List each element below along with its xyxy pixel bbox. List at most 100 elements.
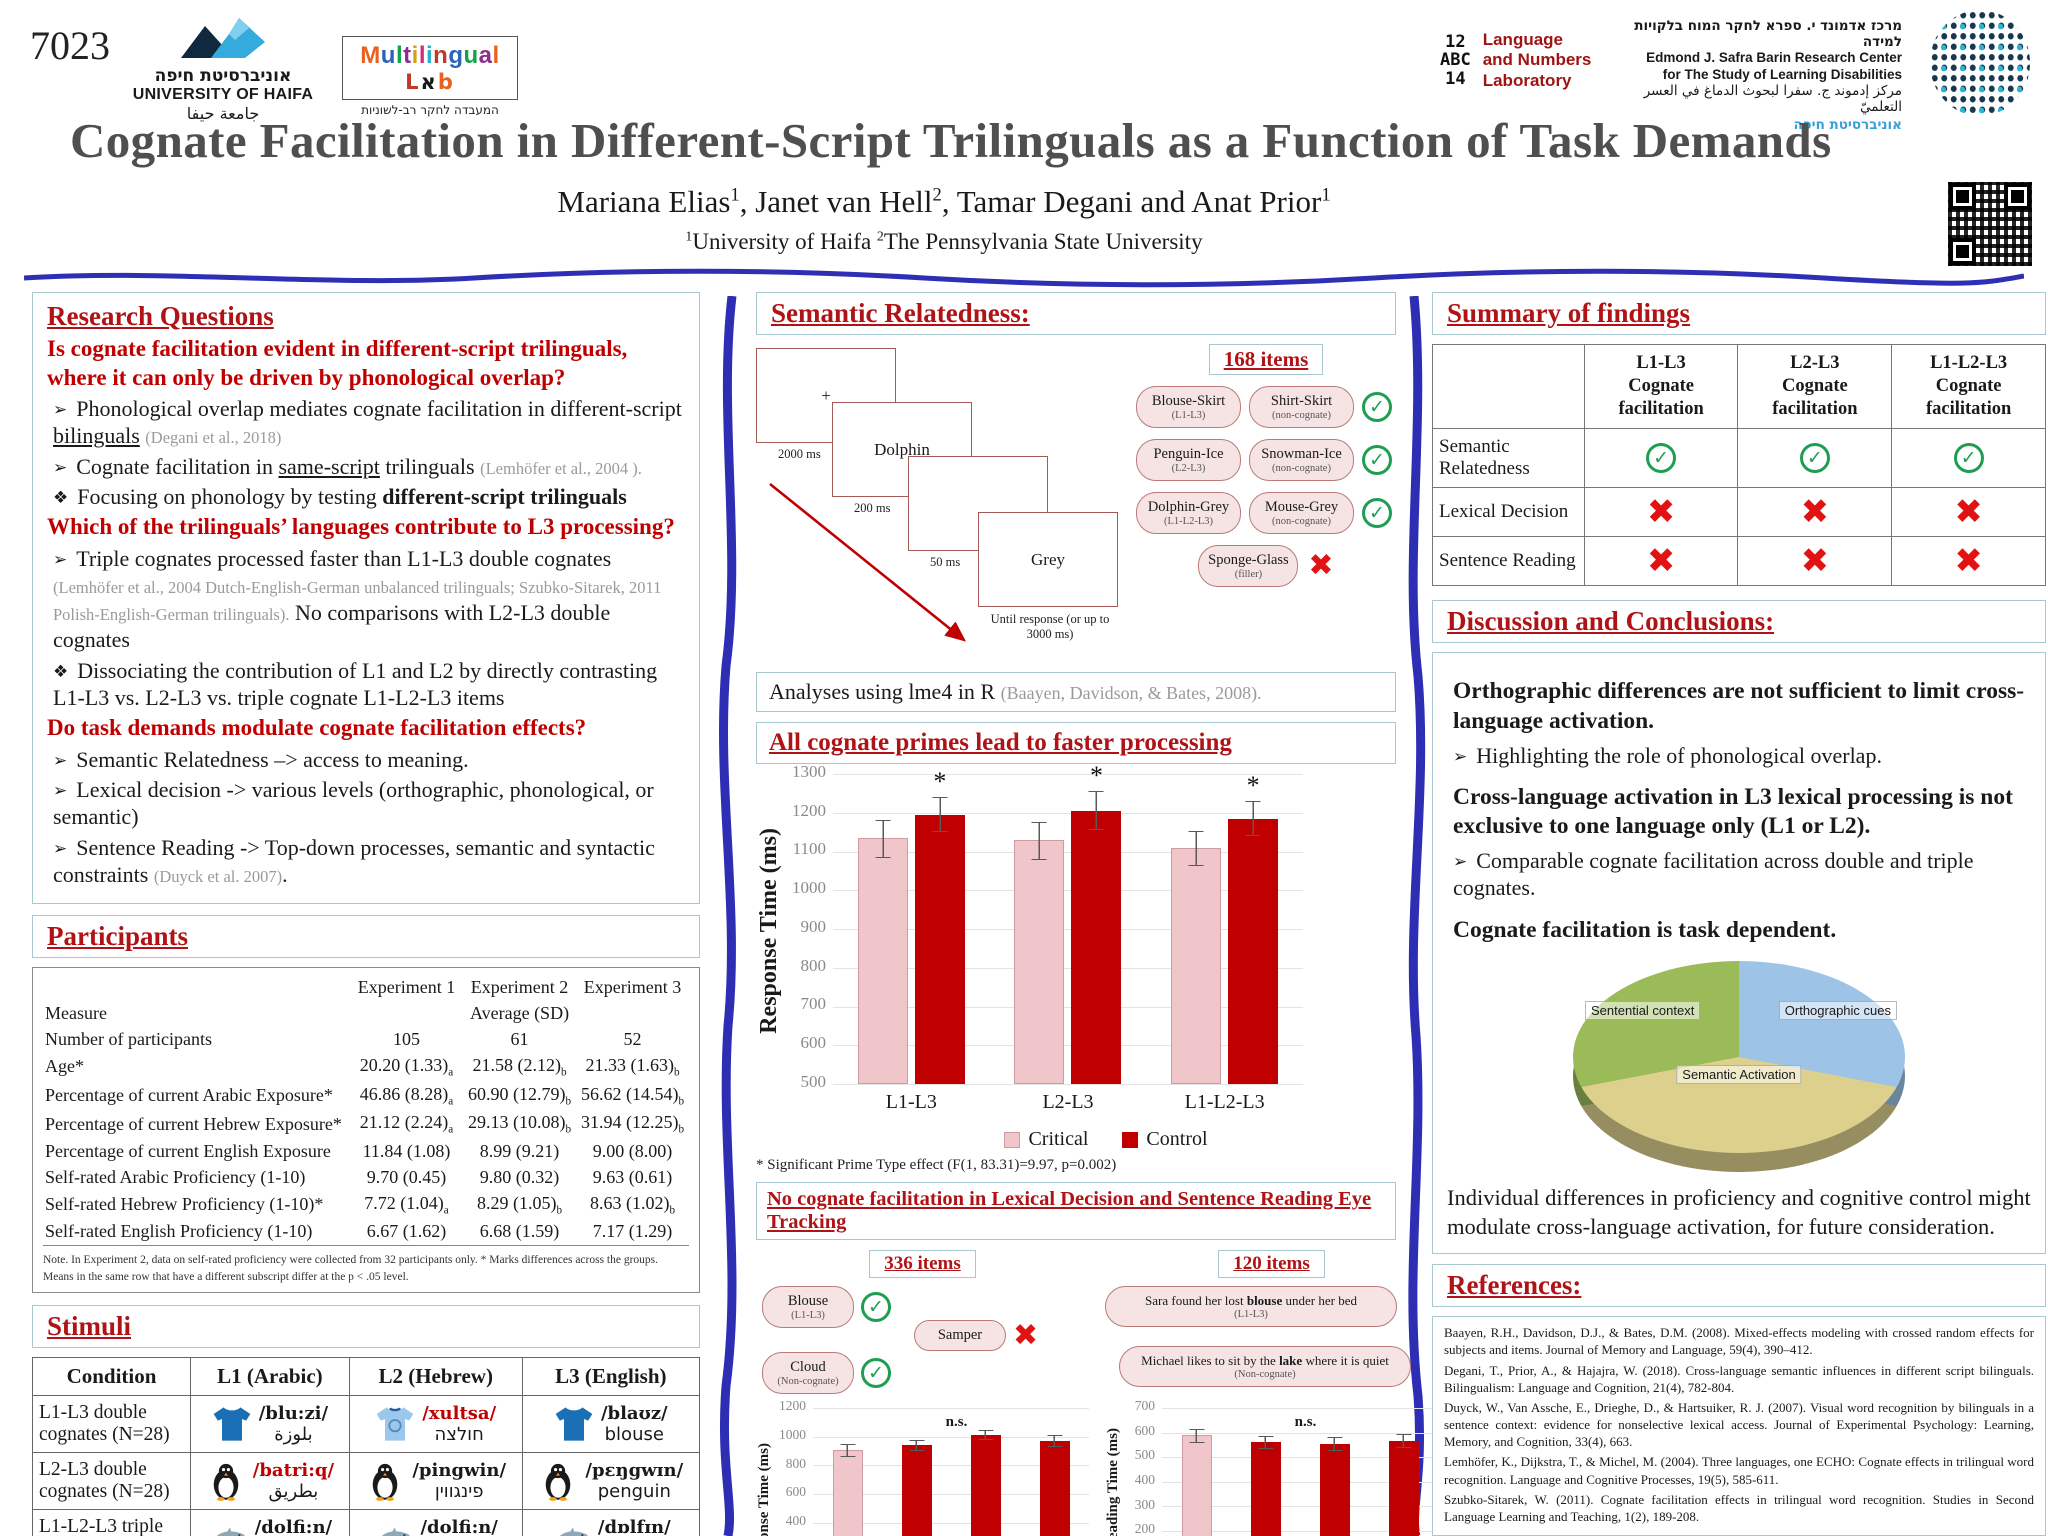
bar-group: L2-L3 [970, 1408, 1001, 1536]
research-questions-body: Is cognate facilitation evident in diffe… [47, 335, 685, 888]
stimulus-pair: Penguin-Ice (L2-L3) Snowman-Ice (non-cognat… [1136, 439, 1396, 481]
text-line: ➢ Triple cognates processed faster than L… [53, 545, 662, 653]
reference-item: Degani, T., Prior, A., & Hajajra, W. (20… [1444, 1362, 2034, 1395]
bar [1250, 1435, 1281, 1536]
bullet-icon: ➢ [53, 549, 68, 570]
phonology: /blu:zi/ [258, 1403, 329, 1425]
bullet-icon: ➢ [53, 780, 68, 801]
language-numbers-lab-logo: 12 ABC 14 Language and Numbers Laborator… [1440, 30, 1591, 91]
sentence-reading-chart: Total Reading Time (ms)01002003004005006… [1105, 1398, 1438, 1536]
discussion-body: Orthographic differences are not suffici… [1432, 652, 2046, 1255]
ns-annotation: n.s. [945, 1414, 968, 1430]
bar-group: Control [832, 1408, 863, 1536]
phonology: /pingwin/ [412, 1460, 507, 1482]
stimulus-pair: Blouse-Skirt (L1-L3) Shirt-Skirt (non-cogna… [1136, 386, 1396, 428]
chart-legend: Critical Control [816, 1128, 1396, 1151]
x-icon: ✖ [1800, 541, 1830, 582]
multilingual-lab-caption: המעבדה לחקר רב-לשוניות [361, 103, 499, 117]
participants-notes: Note. In Experiment 2, data on self-rate… [43, 1252, 689, 1287]
pie-label: Orthographic cues [1778, 1000, 1897, 1020]
bullet-icon: ➢ [1453, 852, 1468, 873]
sentence-bubble: Sara found her lost blouse under her bed… [1105, 1286, 1397, 1327]
trial-arrow [769, 482, 967, 642]
stimulus-bubble: Dolphin-Grey (L1-L2-L3) [1136, 492, 1241, 534]
safra-uni-hebrew: אוניברסיטת חיפה [1793, 117, 1902, 134]
discussion-closing: Individual differences in proficiency an… [1447, 1184, 2031, 1240]
stimuli-table: Condition L1 (Arabic) L2 (Hebrew) L3 (Engli… [32, 1357, 701, 1536]
bullet-icon: ➢ [53, 457, 68, 478]
bar [1014, 821, 1065, 1084]
penguin-icon [365, 1461, 405, 1502]
phonology: /dɒlfɪn/ [597, 1517, 671, 1536]
text-line: Cross-language activation in L3 lexical … [1453, 783, 2013, 840]
safra-hebrew: מרכז אדמונד י. ספרא לחקר המוח בלקויות למ… [1634, 18, 1902, 51]
tshirt-light-icon [375, 1404, 415, 1444]
text-line: ➢ Phonological overlap mediates cognate f… [53, 396, 682, 449]
stimulus-bubble: Snowman-Ice (non-cognate) [1249, 439, 1354, 481]
check-icon: ✓ [1646, 443, 1677, 474]
bar-group: * L1-L2-L3 [1171, 771, 1279, 1113]
haifa-mountain-icon [181, 18, 265, 58]
stimulus-bubble: Penguin-Ice (L2-L3) [1136, 439, 1241, 481]
author: , Janet van Hell2 [739, 184, 942, 219]
text-line: Which of the trilinguals’ languages cont… [47, 514, 675, 540]
lexical-decision-block: 336 items Blouse (L1-L3) ✓ Samper ✖ Cloud (Non… [756, 1250, 1089, 1536]
dolphin-icon [208, 1518, 248, 1536]
safra-center-logo: מרכז אדמונד י. ספרא לחקר המוח בלקויות למ… [1630, 18, 1902, 133]
table-row: Percentage of current English Exposure 11… [45, 1140, 673, 1161]
text-line: ➢ Highlighting the role of phonological o… [1453, 742, 1882, 768]
stimulus-pairs: 168 items Blouse-Skirt (L1-L3) Shirt-Skirt… [1136, 344, 1396, 662]
summary-table: L1-L3 Cognate facilitation L2-L3 Cognate faci… [1432, 343, 2046, 587]
stimulus-bubble: Sponge-Glass (filler) [1198, 545, 1299, 587]
affiliations-line: 1University of Haifa 2The Pennsylvania S… [0, 228, 1888, 255]
stimulus-pair: Dolphin-Grey (L1-L2-L3) Mouse-Grey (non-cog… [1136, 492, 1396, 534]
x-icon: ✖ [1308, 548, 1334, 583]
table-row: Semantic Relatedness ✓ ✓ ✓ [1432, 428, 2046, 489]
affiliation: 1University of Haifa [685, 228, 877, 254]
header-divider-squiggle [24, 268, 2024, 288]
bullet-icon: ➢ [53, 400, 68, 421]
check-icon: ✓ [861, 1358, 891, 1388]
bar [1319, 1436, 1350, 1536]
bar [1171, 831, 1222, 1084]
summary-heading: Summary of findings [1447, 298, 1691, 328]
phonology: /dolfi:n/ [420, 1517, 498, 1536]
word: بلوزة [274, 1424, 313, 1446]
table-row: Experiment 1 Experiment 2 Experiment 3 [357, 977, 682, 998]
table-row: Condition L1 (Arabic) L2 (Hebrew) L3 (Engli… [32, 1357, 701, 1397]
column-divider-squiggle [1408, 296, 1426, 1536]
pairs-list: Blouse-Skirt (L1-L3) Shirt-Skirt (non-cogna… [1136, 375, 1396, 587]
text-line: ➢ Lexical decision -> various levels (ort… [53, 776, 654, 830]
trial-duration: 2000 ms [778, 447, 821, 461]
stimulus-bubble: Cloud (Non-cognate) [762, 1352, 854, 1394]
table-row: Self-rated English Proficiency (1-10) 6.6… [43, 1218, 689, 1246]
table-row: L1-L3 double cognates (N=28)/blu:zi/بلوز… [32, 1395, 701, 1454]
references-heading: References: [1447, 1270, 1582, 1301]
check-icon: ✓ [1362, 498, 1392, 528]
table-row: Lexical Decision ✖ ✖ ✖ [1432, 487, 2046, 538]
table-note: Note. In Experiment 2, data on self-rate… [43, 1253, 659, 1266]
phonology: /dolfi:n/ [254, 1517, 333, 1536]
response-time-chart: Response Time (ms) 500 600 700 800 900 1000 110… [756, 761, 1396, 1113]
university-of-haifa-logo: אוניברסיטת חיפה UNIVERSITY OF HAIFA جامع… [118, 12, 328, 123]
items-count-badge: 120 items [1218, 1250, 1325, 1278]
table-row: Sentence Reading ✖ ✖ ✖ [1432, 536, 2046, 587]
x-icon: ✖ [1646, 541, 1676, 582]
authors-line: Mariana Elias1, Janet van Hell2, Tamar D… [0, 184, 1888, 220]
phonology: /pɛŋgwɪn/ [585, 1460, 684, 1482]
dotted-globe-icon [1930, 10, 2030, 116]
bullet-icon: ➢ [53, 750, 68, 771]
references-list: Baayen, R.H., Davidson, D.J., & Bates, D… [1432, 1316, 2046, 1536]
research-questions-section: Research Questions Is cognate facilitati… [32, 292, 700, 905]
bullet-icon: ➢ [53, 838, 68, 859]
bar-group: * L2-L3 [1014, 761, 1122, 1113]
author: Mariana Elias1 [557, 184, 740, 219]
bar-group: L2-L3 [1319, 1408, 1350, 1536]
lexical-item: Samper ✖ [914, 1320, 1038, 1351]
stimulus-bubble: Blouse-Skirt (L1-L3) [1136, 386, 1241, 428]
trial-frame: Grey [978, 512, 1118, 607]
participants-heading: Participants [47, 921, 188, 952]
lnl-abc-icon: 12 ABC 14 [1440, 31, 1471, 89]
bullet-icon: ❖ [53, 661, 69, 682]
x-icon: ✖ [1013, 1317, 1039, 1353]
